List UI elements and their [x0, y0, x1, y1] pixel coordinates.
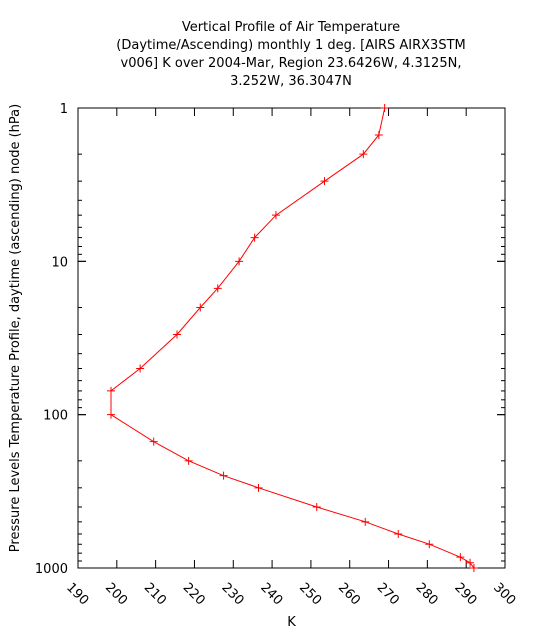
- x-tick-label: 250: [296, 580, 324, 608]
- plot-frame: [77, 107, 506, 569]
- x-tick-label: 280: [413, 580, 441, 608]
- data-point-marker: [184, 456, 193, 465]
- data-point-marker: [271, 211, 280, 220]
- x-tick-label: 260: [335, 580, 363, 608]
- y-tick-label: 1000: [35, 562, 68, 577]
- chart-title: Vertical Profile of Air Temperature (Dayt…: [116, 20, 465, 89]
- data-point-marker: [361, 517, 370, 526]
- data-point-marker: [106, 386, 115, 395]
- data-point-marker: [320, 177, 329, 186]
- x-tick-label: 200: [102, 580, 130, 608]
- x-tick-label: 210: [141, 580, 169, 608]
- y-tick-label: 1: [60, 102, 68, 117]
- data-point-marker: [250, 233, 259, 242]
- data-point-marker: [456, 553, 465, 562]
- x-axis-label: K: [287, 615, 296, 630]
- data-point-marker: [213, 284, 222, 293]
- x-tick-label: 300: [490, 580, 518, 608]
- x-tick-label: 290: [451, 580, 479, 608]
- x-tick-labels: 190 200 210 220 230 240 250 260 270 280 290 300: [63, 580, 518, 608]
- data-point-marker: [425, 540, 434, 549]
- chart-title-line: v006] K over 2004-Mar, Region 23.6426W, …: [121, 56, 462, 71]
- data-point-marker: [312, 502, 321, 511]
- data-point-marker: [374, 131, 383, 140]
- y-tick-label: 100: [43, 409, 68, 424]
- y-axis-label: Pressure Levels Temperature Profile, day…: [8, 104, 23, 552]
- axis-ticks: [77, 107, 506, 569]
- chart-title-line: Vertical Profile of Air Temperature: [182, 20, 400, 35]
- chart-title-line: (Daytime/Ascending) monthly 1 deg. [AIRS…: [116, 38, 465, 53]
- data-point-marker: [466, 558, 475, 567]
- data-series: [106, 104, 478, 572]
- y-tick-labels: 1 10 100 1000: [35, 102, 68, 577]
- series-line: [110, 107, 475, 569]
- x-tick-label: 190: [63, 580, 91, 608]
- y-tick-label: 10: [51, 255, 68, 270]
- data-point-marker: [380, 104, 389, 112]
- data-point-marker: [469, 564, 478, 572]
- data-point-marker: [235, 257, 244, 266]
- x-tick-label: 240: [257, 580, 285, 608]
- data-point-marker: [359, 150, 368, 159]
- data-point-marker: [219, 471, 228, 480]
- chart-title-line: 3.252W, 36.3047N: [230, 74, 352, 89]
- x-tick-label: 220: [180, 580, 208, 608]
- data-point-marker: [254, 483, 263, 492]
- data-point-marker: [106, 410, 115, 419]
- data-point-marker: [149, 437, 158, 446]
- x-tick-label: 230: [218, 580, 246, 608]
- data-point-marker: [394, 529, 403, 538]
- data-point-marker: [196, 303, 205, 312]
- data-point-marker: [172, 330, 181, 339]
- data-point-marker: [136, 364, 145, 373]
- x-tick-label: 270: [374, 580, 402, 608]
